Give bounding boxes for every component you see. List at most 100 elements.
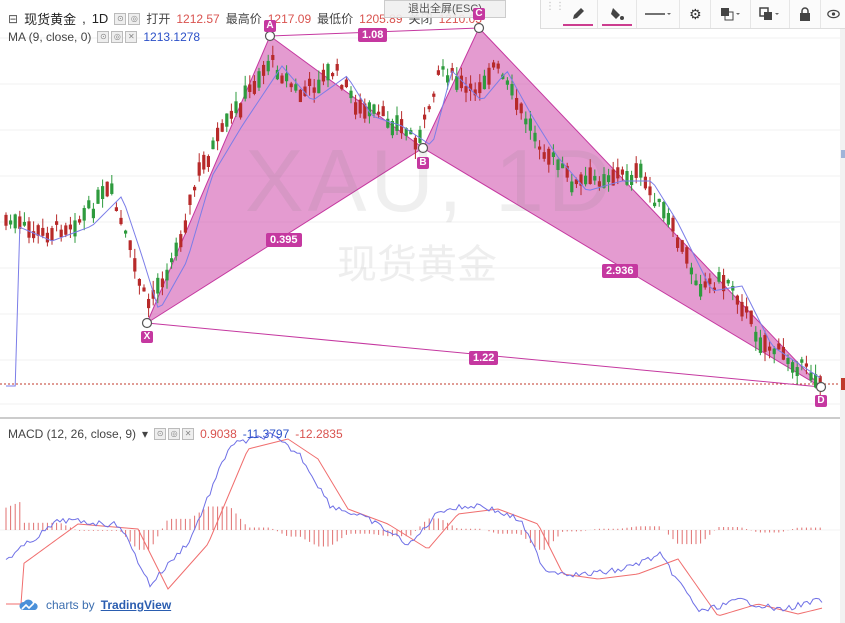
lock-icon[interactable] (790, 0, 821, 28)
candle-body (308, 78, 312, 87)
candle-body (64, 225, 68, 235)
price-axis (840, 0, 845, 623)
candle-body (804, 363, 808, 367)
candle-body (561, 163, 565, 169)
candle-body (565, 165, 569, 178)
candle-body (55, 221, 59, 225)
pencil-icon[interactable] (559, 0, 599, 28)
candle-body (137, 278, 141, 286)
candle-body (13, 214, 17, 229)
candle-body (745, 306, 749, 313)
candle-body (579, 174, 583, 186)
candle-body (27, 221, 31, 238)
symbol-interval: 1D (91, 11, 109, 26)
candle-body (814, 374, 818, 388)
point-label-b[interactable]: B (417, 157, 429, 169)
candle-body (515, 97, 519, 110)
candle-body (160, 278, 164, 288)
candle-body (597, 181, 601, 187)
ratio-label-ac[interactable]: 1.08 (358, 28, 388, 42)
candle-body (717, 272, 721, 282)
candle-body (349, 90, 353, 99)
drawing-toolbar: ⋮⋮ ⚙ (540, 0, 845, 29)
gear-icon[interactable]: ⚙ (680, 0, 712, 28)
candle-body (413, 137, 417, 150)
candle-body (271, 54, 275, 60)
candle-body (712, 287, 716, 291)
candle-body (206, 156, 210, 167)
candle-body (763, 335, 767, 352)
candle-body (372, 104, 376, 114)
point-label-a[interactable]: A (264, 20, 276, 32)
credit-brand[interactable]: TradingView (100, 598, 172, 612)
candle-body (197, 162, 201, 176)
watermark-name: 现货黄金 (337, 243, 497, 287)
candle-body (354, 102, 358, 115)
candle-body (87, 200, 91, 209)
candle-body (165, 269, 169, 281)
candle-body (519, 103, 523, 114)
candle-body (239, 103, 243, 118)
candle-body (243, 85, 247, 99)
ratio-label-bc-cd[interactable]: 2.936 (602, 264, 638, 278)
candle-body (96, 189, 100, 204)
candle-body (317, 79, 321, 94)
candle-body (478, 82, 482, 94)
candle-body (786, 358, 790, 364)
candle-body (634, 163, 638, 178)
candle-body (524, 118, 528, 125)
candle-body (386, 118, 390, 128)
point-label-c[interactable]: C (473, 8, 485, 20)
candle-body (257, 71, 261, 88)
layers-icon[interactable] (751, 0, 790, 28)
candle-body (795, 367, 799, 377)
exit-fullscreen-button[interactable]: 退出全屏(ESC) (384, 0, 506, 18)
candle-body (680, 240, 684, 252)
open-label: 打开 (146, 12, 171, 26)
ma-controls[interactable]: ⊙ ◎ ✕ (97, 31, 138, 43)
candle-body (390, 121, 394, 136)
candle-body (151, 289, 155, 299)
candle-body (703, 281, 707, 288)
candle-body (142, 287, 146, 292)
legend-controls[interactable]: ⊙ ◎ (114, 12, 141, 25)
candle-body (229, 110, 233, 119)
line-style-icon[interactable] (637, 0, 681, 28)
candle-body (455, 76, 459, 90)
candle-body (758, 337, 762, 353)
candle-body (128, 240, 132, 251)
candle-body (289, 83, 293, 88)
collapse-icon[interactable]: ⊟ (8, 11, 19, 26)
drag-handle-icon[interactable]: ⋮⋮ (545, 1, 565, 12)
ratio-label-xa-ab[interactable]: 0.395 (266, 233, 302, 247)
fill-icon[interactable] (598, 0, 638, 28)
low-label: 最低价 (317, 12, 354, 26)
candle-body (105, 181, 109, 197)
candle-body (101, 186, 105, 200)
candle-body (427, 106, 431, 110)
ratio-label-xd[interactable]: 1.22 (469, 351, 499, 365)
tradingview-credit[interactable]: charts by TradingView (18, 598, 171, 612)
candle-body (202, 154, 206, 170)
candle-body (676, 237, 680, 248)
macd-dropdown-icon[interactable]: ▾ (142, 427, 149, 441)
point-label-x[interactable]: X (141, 331, 153, 343)
candle-body (574, 179, 578, 185)
candle-body (119, 217, 123, 225)
candle-body (473, 89, 477, 96)
eye-icon[interactable] (821, 0, 845, 28)
candle-body (377, 111, 381, 115)
point-label-d[interactable]: D (815, 395, 827, 407)
candle-body (41, 227, 45, 236)
candle-body (689, 267, 693, 275)
high-label: 最高价 (225, 12, 262, 26)
candle-body (91, 208, 95, 219)
clone-icon[interactable] (711, 0, 751, 28)
candle-body (459, 75, 463, 89)
candle-body (294, 84, 298, 91)
macd-controls[interactable]: ⊙ ◎ ✕ (154, 428, 195, 440)
candle-body (174, 242, 178, 257)
candle-body (593, 175, 597, 181)
candle-body (59, 229, 63, 238)
